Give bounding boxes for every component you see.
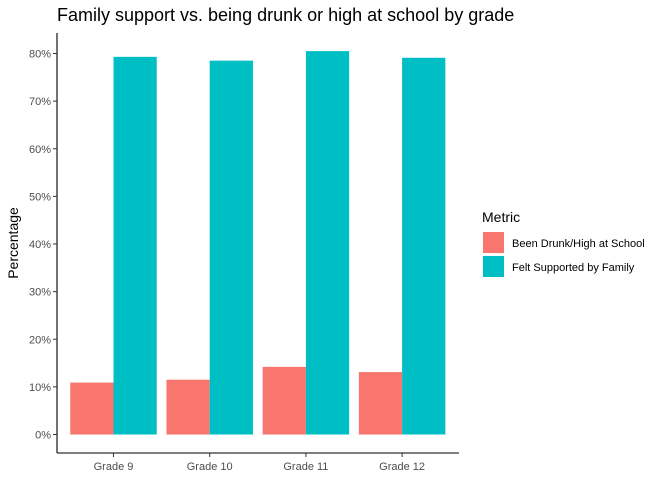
legend: Metric Been Drunk/High at School Felt Sup… <box>482 209 645 277</box>
y-tick-label: 70% <box>29 96 51 108</box>
bar-family-support <box>113 56 157 435</box>
x-tick-label: Grade 12 <box>379 461 425 473</box>
legend-swatch <box>483 232 504 253</box>
legend-label: Felt Supported by Family <box>512 262 635 274</box>
y-axis-title: Percentage <box>5 207 21 279</box>
bar-family-support <box>402 57 446 435</box>
bar-family-support <box>305 51 350 435</box>
y-tick-label: 30% <box>29 287 51 299</box>
bar-drunk-high <box>262 366 306 435</box>
plot-area: 0% 10% 20% 30% 40% 50% 60% 70% 80% Grade 9 Grade 1… <box>29 33 459 473</box>
x-tick-label: Grade 9 <box>94 461 134 473</box>
y-tick-label: 10% <box>29 382 51 394</box>
bar-drunk-high <box>70 382 114 435</box>
bar-drunk-high <box>166 379 210 435</box>
legend-swatch <box>483 256 504 277</box>
bar-drunk-high <box>358 372 403 435</box>
y-tick-label: 50% <box>29 191 51 203</box>
y-tick-label: 0% <box>35 430 51 442</box>
bar-family-support <box>209 60 253 435</box>
x-tick-label: Grade 11 <box>283 461 328 473</box>
y-tick-label: 40% <box>29 239 51 251</box>
legend-label: Been Drunk/High at School <box>512 238 645 250</box>
legend-title: Metric <box>482 209 520 225</box>
x-tick-label: Grade 10 <box>187 461 233 473</box>
y-tick-label: 60% <box>29 144 51 156</box>
y-tick-label: 20% <box>29 334 51 346</box>
chart-title: Family support vs. being drunk or high a… <box>57 5 514 25</box>
y-tick-label: 80% <box>29 49 51 61</box>
